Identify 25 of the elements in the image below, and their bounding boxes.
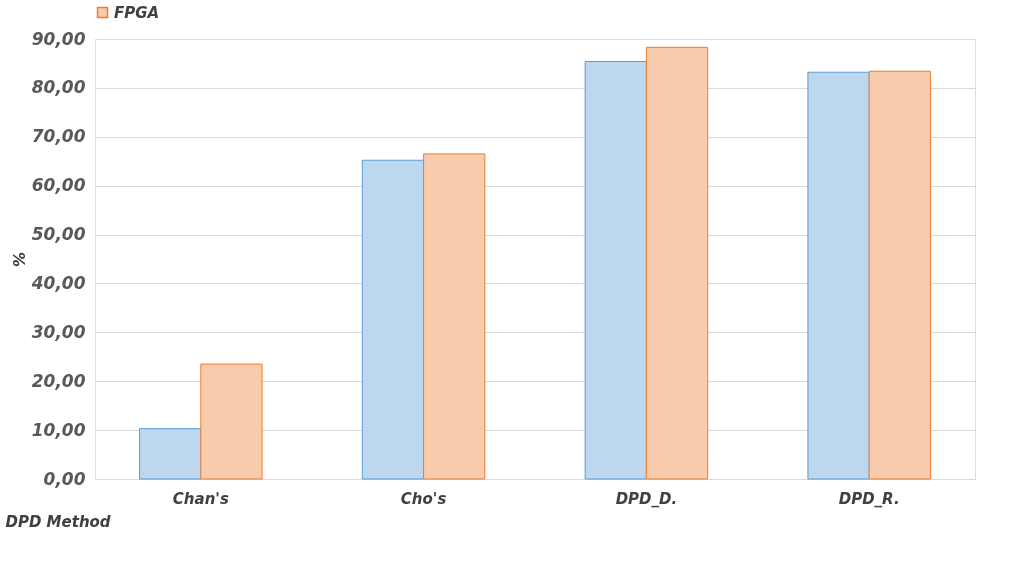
legend-label: FPGA bbox=[114, 3, 160, 22]
x-tick-label: Cho's bbox=[400, 489, 447, 508]
y-axis-title: % bbox=[10, 251, 29, 268]
y-tick-label: 70,00 bbox=[31, 126, 86, 147]
bar bbox=[200, 363, 263, 480]
bar bbox=[645, 46, 709, 480]
y-tick-label: 60,00 bbox=[31, 175, 86, 196]
y-tick-label: 40,00 bbox=[30, 272, 86, 293]
y-tick-label: 50,00 bbox=[31, 224, 86, 245]
y-tick-label: 90,00 bbox=[31, 28, 86, 49]
y-tick-label: 30,00 bbox=[31, 321, 86, 342]
x-tick-label: Chan's bbox=[172, 489, 229, 508]
bar bbox=[423, 153, 486, 480]
y-tick-label: 10,00 bbox=[31, 419, 86, 440]
bar bbox=[139, 428, 202, 480]
x-tick-label: DPD_R. bbox=[838, 489, 900, 508]
x-tick-label: DPD_D. bbox=[615, 489, 678, 508]
x-axis-title: DPD Method bbox=[5, 512, 111, 531]
y-tick-label: 0,00 bbox=[43, 468, 86, 489]
y-tick-label: 80,00 bbox=[31, 77, 86, 98]
bar bbox=[584, 60, 647, 480]
bar bbox=[807, 71, 870, 480]
y-tick-label: 20,00 bbox=[31, 370, 86, 391]
bar bbox=[361, 159, 425, 480]
bar bbox=[868, 70, 931, 480]
